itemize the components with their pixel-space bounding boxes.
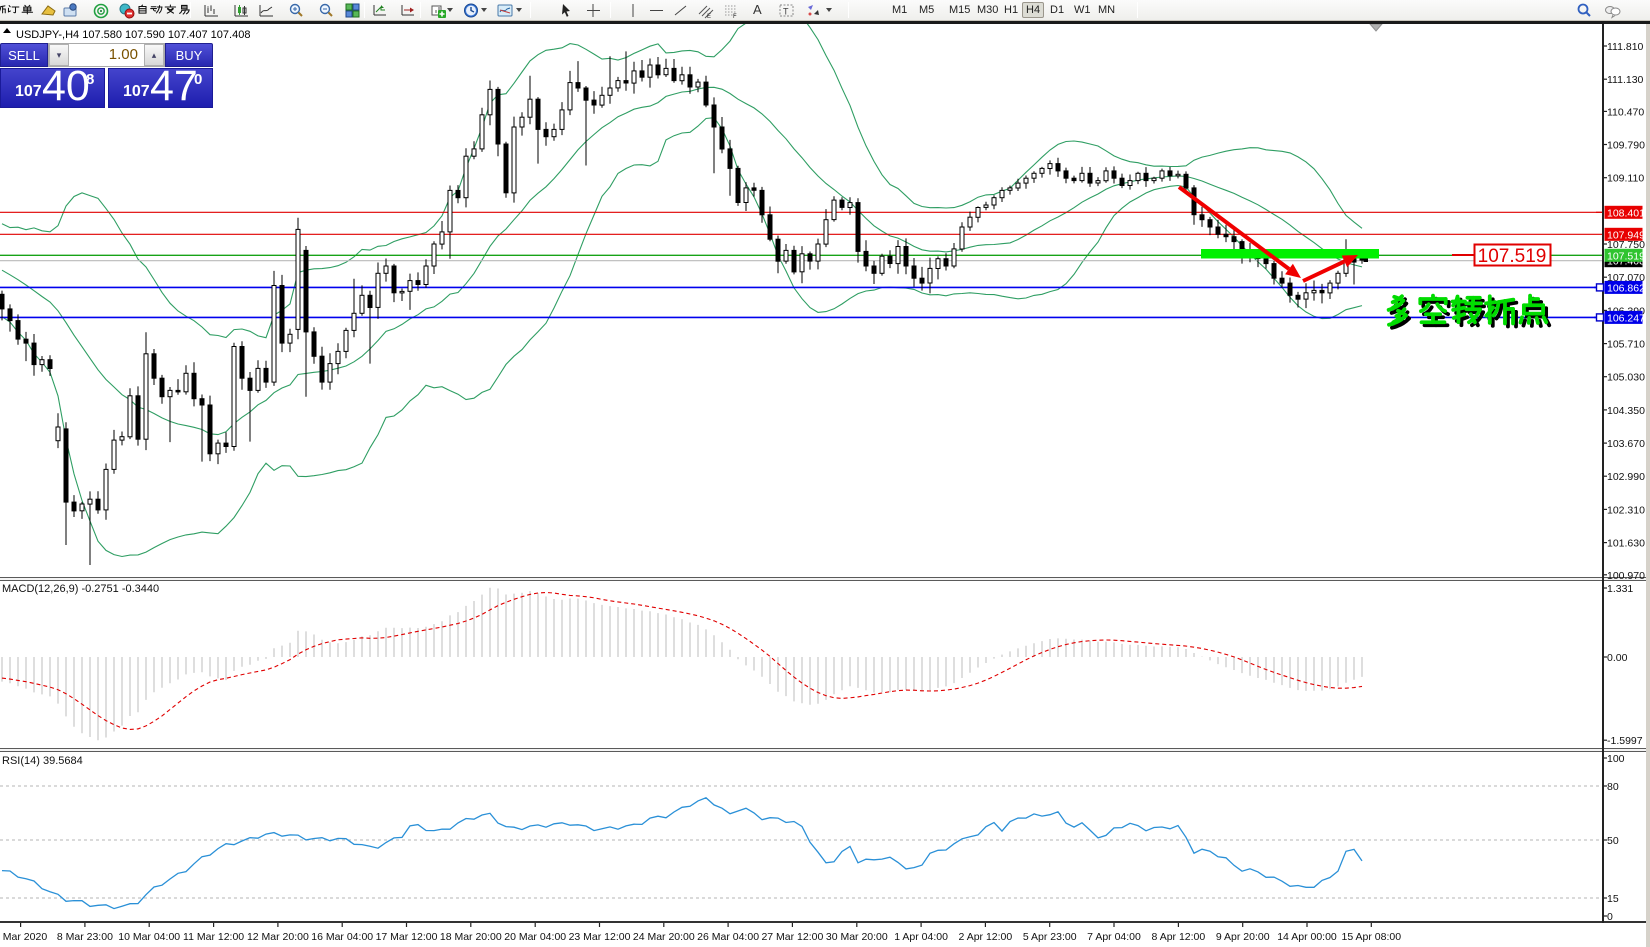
svg-text:102.310: 102.310 (1607, 504, 1645, 516)
svg-text:104.350: 104.350 (1607, 405, 1645, 417)
svg-text:101.630: 101.630 (1607, 538, 1645, 550)
svg-text:109.110: 109.110 (1607, 173, 1644, 185)
svg-text:E: E (707, 14, 711, 19)
svg-text:14 Apr 00:00: 14 Apr 00:00 (1277, 931, 1337, 943)
svg-text:23 Mar 12:00: 23 Mar 12:00 (569, 931, 631, 943)
svg-text:107.519: 107.519 (1607, 250, 1645, 262)
svg-text:107.949: 107.949 (1607, 229, 1645, 241)
svg-text:USDJPY-,H4 107.580 107.590 10: USDJPY-,H4 107.580 107.590 107.407 107.4… (16, 29, 250, 41)
svg-text:80: 80 (1607, 781, 1619, 793)
svg-text:10 Mar 04:00: 10 Mar 04:00 (118, 931, 180, 943)
svg-text:11 Mar 12:00: 11 Mar 12:00 (183, 931, 244, 943)
svg-text:2 Apr 12:00: 2 Apr 12:00 (959, 931, 1013, 943)
svg-text:RSI(14) 39.5684: RSI(14) 39.5684 (2, 755, 83, 767)
svg-text:110.470: 110.470 (1607, 106, 1644, 118)
svg-text:0: 0 (1607, 911, 1613, 923)
svg-text:-1.5997: -1.5997 (1607, 735, 1643, 747)
svg-text:111.810: 111.810 (1607, 41, 1644, 53)
svg-text:20 Mar 04:00: 20 Mar 04:00 (504, 931, 566, 943)
svg-text:107.519: 107.519 (1478, 246, 1547, 267)
svg-text:12 Mar 20:00: 12 Mar 20:00 (247, 931, 309, 943)
svg-text:50: 50 (1607, 835, 1619, 847)
svg-text:8 Mar 23:00: 8 Mar 23:00 (57, 931, 113, 943)
svg-text:17 Mar 12:00: 17 Mar 12:00 (376, 931, 438, 943)
svg-text:F: F (733, 14, 737, 19)
svg-text:8 Apr 12:00: 8 Apr 12:00 (1152, 931, 1206, 943)
svg-text:106.862: 106.862 (1607, 282, 1645, 294)
svg-text:105.030: 105.030 (1607, 372, 1645, 384)
svg-text:103.670: 103.670 (1607, 438, 1645, 450)
svg-text:5 Apr 23:00: 5 Apr 23:00 (1023, 931, 1077, 943)
svg-text:100.970: 100.970 (1607, 570, 1645, 582)
svg-text:109.790: 109.790 (1607, 140, 1645, 152)
svg-text:T: T (783, 7, 789, 17)
svg-text:18 Mar 20:00: 18 Mar 20:00 (440, 931, 502, 943)
svg-text:26 Mar 04:00: 26 Mar 04:00 (697, 931, 759, 943)
svg-text:0.00: 0.00 (1607, 652, 1628, 664)
svg-text:27 Mar 12:00: 27 Mar 12:00 (761, 931, 823, 943)
svg-text:24 Mar 20:00: 24 Mar 20:00 (633, 931, 695, 943)
svg-text:111.130: 111.130 (1607, 74, 1644, 86)
svg-text:15 Apr 08:00: 15 Apr 08:00 (1342, 931, 1402, 943)
svg-text:102.990: 102.990 (1607, 471, 1645, 483)
svg-text:1 Apr 04:00: 1 Apr 04:00 (894, 931, 948, 943)
svg-text:30 Mar 20:00: 30 Mar 20:00 (826, 931, 888, 943)
svg-text:16 Mar 04:00: 16 Mar 04:00 (311, 931, 373, 943)
svg-text:7 Apr 04:00: 7 Apr 04:00 (1087, 931, 1141, 943)
svg-text:108.401: 108.401 (1607, 207, 1645, 219)
svg-text:105.710: 105.710 (1607, 339, 1645, 351)
svg-text:15: 15 (1607, 893, 1619, 905)
svg-text:100: 100 (1607, 753, 1625, 765)
svg-text:8 Mar 2020: 8 Mar 2020 (0, 931, 47, 943)
svg-text:1.331: 1.331 (1607, 583, 1633, 595)
svg-text:107.750: 107.750 (1607, 239, 1645, 251)
svg-text:106.247: 106.247 (1607, 312, 1645, 324)
svg-text:MACD(12,26,9) -0.2751 -0.3440: MACD(12,26,9) -0.2751 -0.3440 (2, 583, 159, 595)
svg-text:9 Apr 20:00: 9 Apr 20:00 (1216, 931, 1270, 943)
